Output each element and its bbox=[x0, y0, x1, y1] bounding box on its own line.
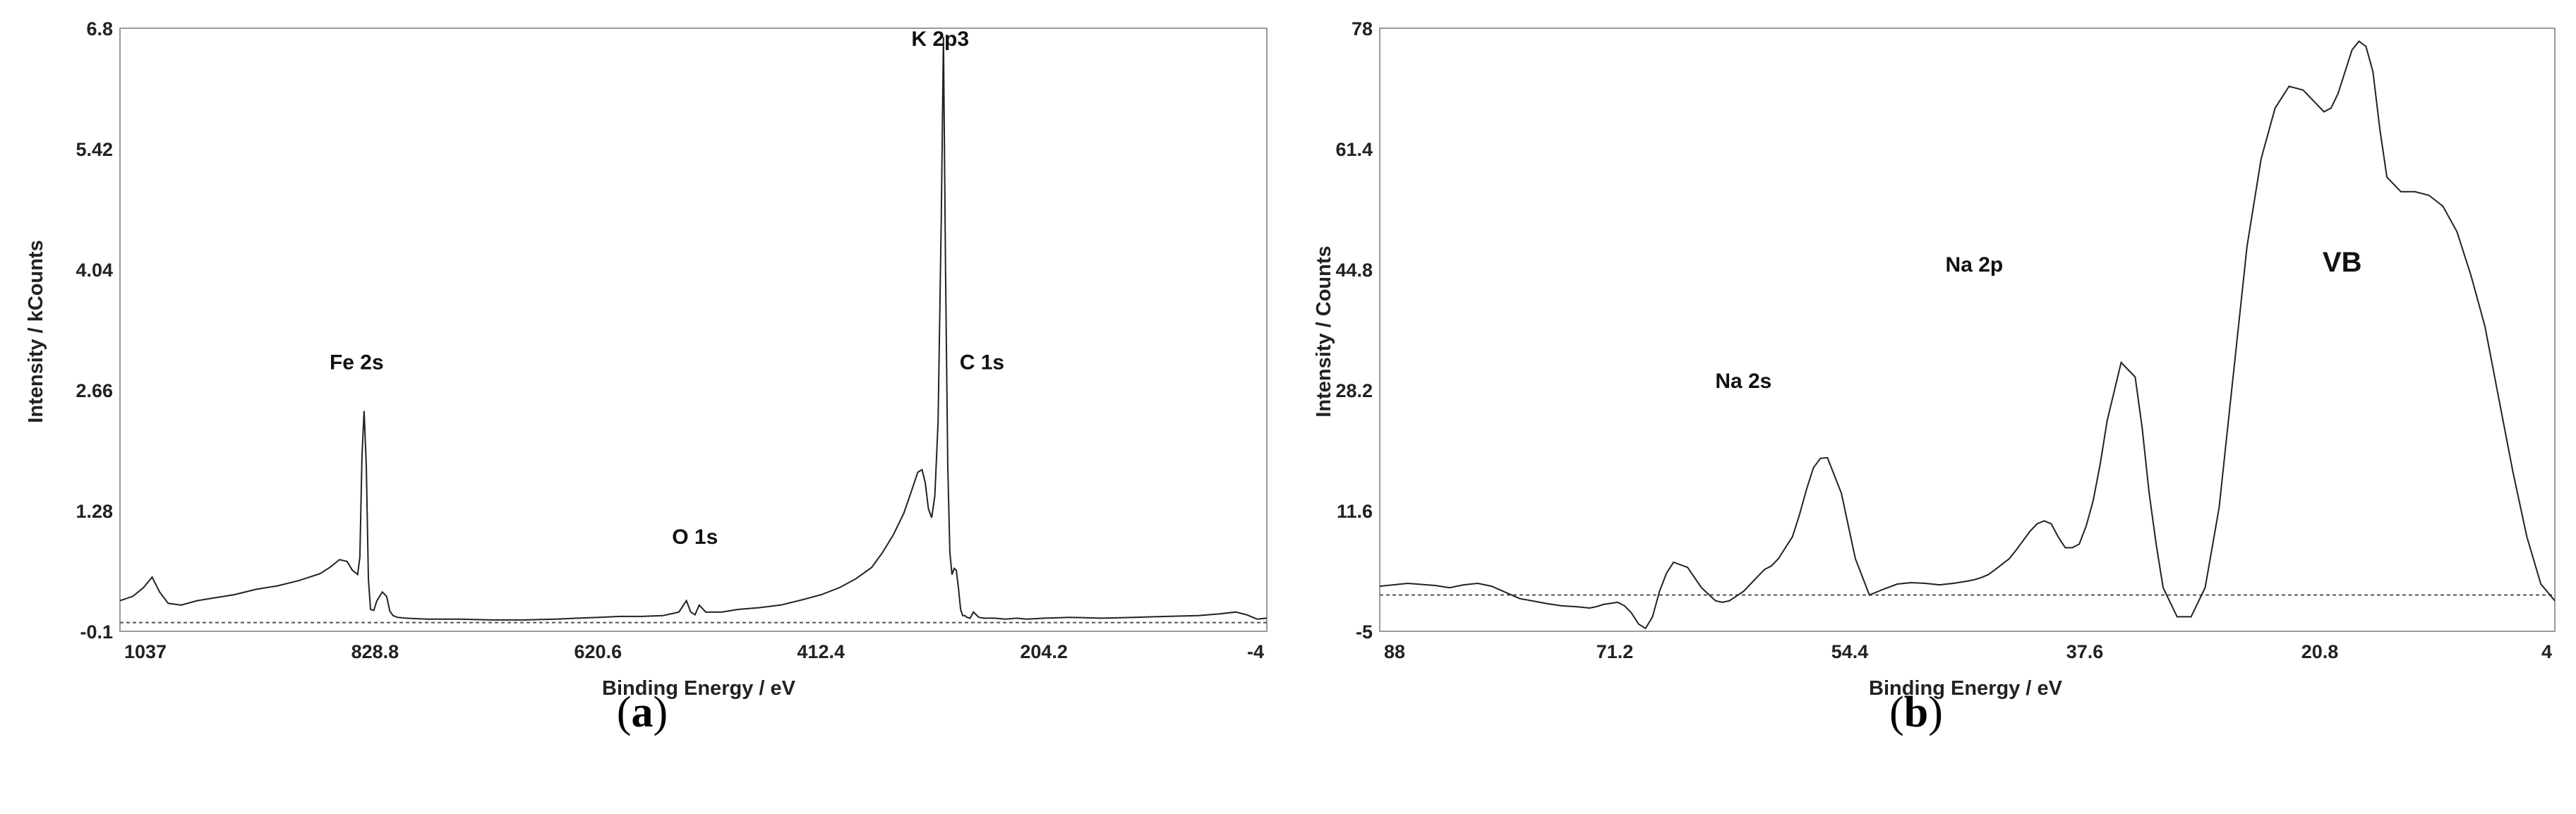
x-axis-label: Binding Energy / eV bbox=[1869, 677, 2063, 700]
y-tick-label: 44.8 bbox=[1335, 260, 1373, 281]
caption-open: ( bbox=[1889, 688, 1904, 736]
chart-panel-a: -0.1 1.28 2.66 4.04 5.42 6.8 1037 828.8 620.6 41… bbox=[25, 18, 1268, 738]
peak-label: Na 2p bbox=[1946, 253, 2004, 277]
x-tick-label: 412.4 bbox=[797, 641, 845, 662]
peak-label: Fe 2s bbox=[330, 351, 384, 374]
y-tick-label: 61.4 bbox=[1335, 139, 1373, 160]
y-tick-label: 78 bbox=[1352, 18, 1373, 40]
x-tick-label: 4 bbox=[2541, 641, 2552, 662]
caption-letter: b bbox=[1903, 688, 1929, 736]
x-tick-label: 71.2 bbox=[1596, 641, 1634, 662]
plot-frame bbox=[119, 28, 1268, 632]
xps-survey-chart: -0.1 1.28 2.66 4.04 5.42 6.8 1037 828.8 620.6 41… bbox=[25, 18, 1268, 700]
y-tick-labels: -5 11.6 28.2 44.8 61.4 78 bbox=[1335, 18, 1373, 643]
y-tick-label: 5.42 bbox=[76, 139, 113, 160]
x-tick-label: 620.6 bbox=[574, 641, 622, 662]
peak-label: O 1s bbox=[672, 526, 718, 549]
caption-close: ) bbox=[653, 688, 668, 736]
x-tick-label: 1037 bbox=[124, 641, 167, 662]
spectrum-line bbox=[1379, 40, 2556, 630]
y-axis-label: Intensity / kCounts bbox=[25, 240, 47, 423]
chart-panel-b: -5 11.6 28.2 44.8 61.4 78 88 71.2 54.4 37.6 20.8 4… bbox=[1288, 0, 2576, 814]
x-tick-label: 204.2 bbox=[1020, 641, 1068, 662]
x-tick-label: 828.8 bbox=[351, 641, 399, 662]
x-tick-label: 37.6 bbox=[2066, 641, 2104, 662]
y-tick-label: 28.2 bbox=[1335, 380, 1373, 401]
x-tick-label: 88 bbox=[1384, 641, 1405, 662]
y-tick-labels: -0.1 1.28 2.66 4.04 5.42 6.8 bbox=[76, 18, 113, 643]
y-axis-label: Intensity / Counts bbox=[1313, 245, 1335, 417]
x-tick-label: -4 bbox=[1247, 641, 1264, 662]
x-tick-labels: 1037 828.8 620.6 412.4 204.2 -4 bbox=[124, 641, 1264, 662]
y-tick-label: 2.66 bbox=[76, 380, 113, 401]
spectrum-line bbox=[119, 37, 1268, 621]
y-tick-label: 6.8 bbox=[86, 18, 113, 40]
caption-letter: a bbox=[631, 688, 654, 736]
panel-caption-b: (b) bbox=[1810, 688, 2022, 738]
y-tick-label: 11.6 bbox=[1337, 501, 1373, 522]
x-tick-label: 54.4 bbox=[1831, 641, 1869, 662]
plot-frame bbox=[1379, 28, 2556, 632]
y-tick-label: -5 bbox=[1356, 621, 1373, 643]
peak-label: C 1s bbox=[960, 351, 1004, 374]
caption-open: ( bbox=[616, 688, 632, 736]
peak-annotations: Na 2s Na 2p VB bbox=[1715, 247, 2361, 393]
peak-label: Na 2s bbox=[1715, 370, 1771, 393]
panel-caption-a: (a) bbox=[536, 688, 748, 738]
y-tick-label: 1.28 bbox=[76, 501, 113, 522]
x-tick-label: 20.8 bbox=[2301, 641, 2339, 662]
xps-valence-chart: -5 11.6 28.2 44.8 61.4 78 88 71.2 54.4 37.6 20.8 4… bbox=[1313, 18, 2556, 700]
x-tick-labels: 88 71.2 54.4 37.6 20.8 4 bbox=[1384, 641, 2552, 662]
x-axis-label: Binding Energy / eV bbox=[602, 677, 796, 700]
caption-close: ) bbox=[1928, 688, 1943, 736]
peak-label: K 2p3 bbox=[911, 28, 969, 51]
peak-annotations: Fe 2s O 1s K 2p3 C 1s bbox=[330, 28, 1004, 549]
y-tick-label: 4.04 bbox=[76, 260, 113, 281]
peak-label: VB bbox=[2323, 247, 2362, 278]
y-tick-label: -0.1 bbox=[80, 621, 113, 643]
